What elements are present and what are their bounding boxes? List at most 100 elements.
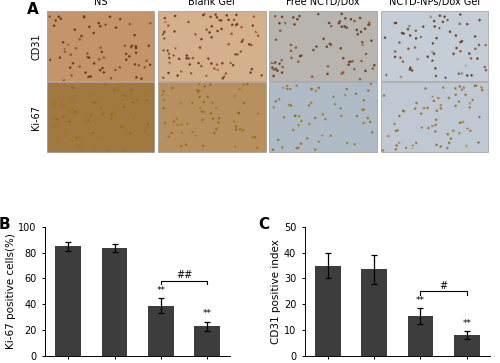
Point (186, 18, 194, 24)
Point (249, 72, 257, 78)
Point (65, 22, 73, 28)
Point (462, 62, 470, 68)
Point (470, 74, 478, 80)
Point (90, 38, 98, 44)
Point (437, 119, 445, 125)
Point (100, 70, 108, 76)
Point (89, 120, 97, 126)
Point (115, 44, 123, 50)
Point (280, 58, 288, 64)
Point (160, 45, 168, 50)
Point (242, 83, 250, 89)
Point (203, 84, 211, 90)
Point (176, 136, 184, 142)
Point (258, 69, 266, 75)
Point (287, 48, 295, 54)
Point (365, 51, 373, 57)
Point (94, 134, 102, 140)
Point (432, 25, 440, 30)
Point (410, 127, 418, 133)
Point (132, 27, 140, 33)
Point (304, 91, 312, 97)
Point (62, 47, 70, 53)
Point (462, 56, 470, 62)
Point (258, 58, 266, 64)
Point (430, 101, 438, 107)
Point (52, 147, 60, 152)
Point (283, 81, 291, 87)
Point (428, 115, 436, 121)
Point (197, 34, 205, 40)
Point (228, 130, 236, 135)
Point (437, 26, 445, 32)
Point (406, 33, 414, 38)
Point (254, 33, 262, 38)
Point (248, 66, 256, 72)
Point (64, 42, 72, 48)
Point (300, 90, 308, 96)
Point (170, 29, 178, 34)
Point (65, 125, 73, 131)
Point (324, 92, 332, 98)
Point (139, 114, 147, 120)
Point (60, 103, 68, 109)
Point (83, 47, 91, 53)
Point (298, 118, 306, 124)
Point (480, 45, 488, 51)
Point (439, 135, 447, 141)
Point (316, 57, 324, 62)
Point (164, 133, 172, 139)
Point (322, 93, 330, 99)
Point (276, 96, 284, 102)
Point (196, 94, 203, 100)
Point (348, 57, 356, 62)
Point (460, 85, 468, 90)
Point (388, 49, 396, 54)
Point (330, 66, 338, 72)
Point (292, 83, 300, 89)
Point (402, 21, 409, 26)
Point (190, 72, 198, 77)
Point (434, 95, 442, 101)
Point (204, 56, 212, 62)
Point (161, 18, 169, 24)
Point (108, 52, 116, 57)
Point (182, 142, 190, 148)
Bar (158, 82, 266, 152)
Point (322, 107, 330, 113)
Point (172, 47, 180, 53)
Point (183, 82, 191, 88)
Point (396, 101, 404, 106)
Point (345, 49, 353, 55)
Point (292, 100, 300, 106)
Point (207, 141, 215, 147)
Point (129, 110, 137, 115)
Point (359, 42, 367, 48)
Point (426, 146, 434, 151)
Point (249, 73, 257, 79)
Point (73, 39, 81, 45)
Point (368, 110, 376, 115)
Point (468, 101, 475, 106)
Point (360, 135, 368, 141)
Point (340, 33, 347, 39)
Point (406, 105, 414, 110)
Point (128, 106, 136, 111)
Point (218, 17, 226, 23)
Point (212, 12, 220, 17)
Point (220, 86, 228, 92)
Point (101, 15, 109, 21)
Point (59, 47, 67, 53)
Point (428, 49, 436, 54)
Point (296, 111, 304, 117)
Point (250, 36, 258, 42)
Point (400, 31, 407, 37)
Point (417, 34, 425, 40)
Point (118, 103, 126, 109)
Point (360, 101, 368, 107)
Point (253, 56, 261, 62)
Point (323, 44, 331, 50)
Point (458, 123, 466, 129)
Point (478, 114, 486, 120)
Point (328, 129, 336, 135)
